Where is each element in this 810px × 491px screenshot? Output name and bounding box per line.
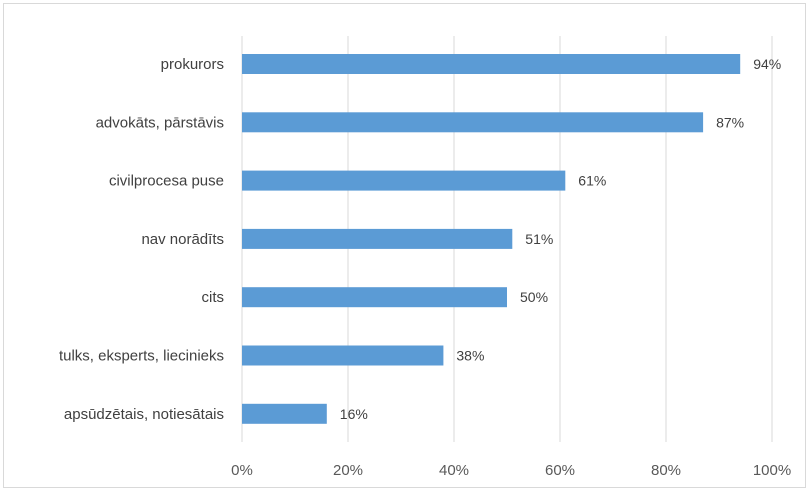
x-tick-label: 40% — [439, 462, 469, 479]
bar — [242, 228, 513, 249]
data-label: 51% — [525, 231, 553, 247]
category-label: cits — [202, 289, 225, 306]
bar — [242, 170, 566, 191]
x-tick-label: 60% — [545, 462, 575, 479]
data-label: 38% — [456, 348, 484, 364]
data-label: 87% — [716, 114, 744, 130]
category-label: apsūdzētais, notiesātais — [64, 406, 224, 423]
bar — [242, 54, 741, 74]
category-label: prokurors — [161, 56, 224, 73]
data-label: 94% — [753, 56, 781, 72]
x-tick-label: 100% — [753, 462, 791, 479]
bar — [242, 403, 327, 424]
data-label: 50% — [520, 289, 548, 305]
category-label: advokāts, pārstāvis — [96, 114, 224, 131]
x-tick-label: 20% — [333, 462, 363, 479]
bar — [242, 345, 444, 366]
data-label: 16% — [340, 406, 368, 422]
bar — [242, 287, 507, 308]
x-tick-label: 80% — [651, 462, 681, 479]
x-tick-label: 0% — [231, 462, 253, 479]
data-label: 61% — [578, 173, 606, 189]
category-label: tulks, eksperts, liecinieks — [59, 348, 224, 365]
category-label: civilprocesa puse — [109, 173, 224, 190]
bar — [242, 112, 704, 133]
category-label: nav norādīts — [141, 231, 224, 248]
